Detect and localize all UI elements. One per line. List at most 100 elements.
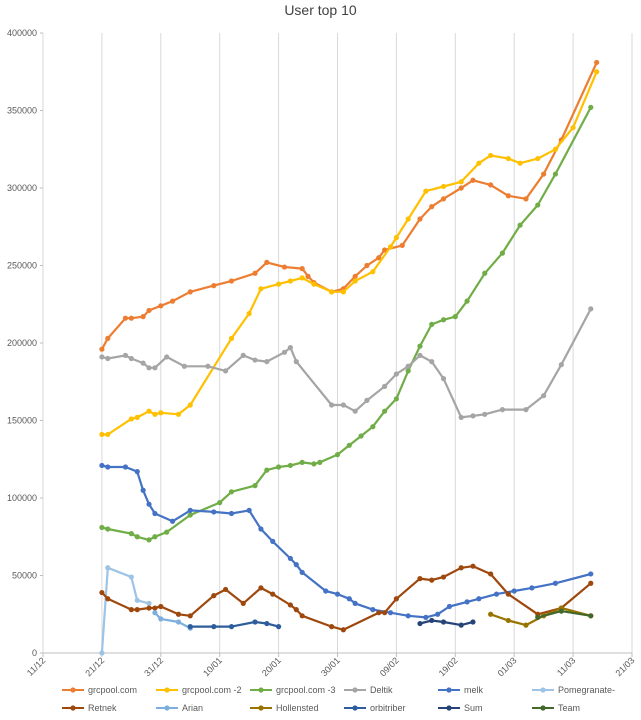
data-point <box>529 585 535 591</box>
data-point <box>334 452 341 458</box>
data-point <box>594 59 600 66</box>
x-tick-label: 01/03 <box>496 655 519 678</box>
legend-label: Deltik <box>370 685 393 695</box>
data-point <box>417 343 423 349</box>
chart-title: User top 10 <box>284 2 357 18</box>
data-point <box>240 600 246 607</box>
data-point <box>405 363 411 369</box>
legend-swatch-marker <box>352 687 358 693</box>
data-point <box>211 283 217 289</box>
data-point <box>435 611 441 617</box>
data-point <box>358 433 364 439</box>
data-point <box>440 183 447 190</box>
data-point <box>505 193 511 199</box>
data-point <box>535 614 541 620</box>
data-point <box>470 619 476 625</box>
data-point <box>205 363 211 369</box>
data-point <box>305 273 311 279</box>
data-point <box>222 368 229 374</box>
legend-label: Arian <box>182 703 203 713</box>
data-point <box>446 603 453 610</box>
data-point <box>393 596 399 602</box>
x-tick-label: 21/12 <box>83 655 106 678</box>
data-point <box>293 359 299 365</box>
legend-item: Sum <box>438 703 483 713</box>
legend-label: Sum <box>464 703 483 713</box>
series-team <box>535 608 594 620</box>
data-point <box>181 363 187 369</box>
data-point <box>152 365 158 371</box>
legend-swatch-marker <box>164 705 170 711</box>
data-point <box>382 383 388 389</box>
data-point <box>352 273 358 279</box>
data-point <box>99 354 105 360</box>
data-point <box>299 569 305 576</box>
data-point <box>287 602 293 608</box>
data-point <box>399 242 405 248</box>
data-point <box>552 146 559 152</box>
data-point <box>458 185 464 191</box>
data-point <box>387 244 394 250</box>
data-point <box>405 216 411 222</box>
y-tick-label: 250000 <box>7 261 37 271</box>
data-point <box>588 104 594 110</box>
data-point <box>552 171 559 177</box>
data-point <box>252 619 258 625</box>
data-point <box>505 591 511 597</box>
data-point <box>128 574 134 580</box>
data-point <box>452 314 458 320</box>
data-point <box>552 580 559 586</box>
data-point <box>387 610 394 616</box>
series-line <box>101 308 592 419</box>
data-point <box>105 464 111 470</box>
legend-label: grcpool.com -2 <box>182 685 242 695</box>
data-point <box>340 402 346 408</box>
data-point <box>258 526 264 532</box>
x-tick-label: 20/01 <box>260 655 283 678</box>
legend-label: Retnek <box>88 703 117 713</box>
data-point <box>376 610 382 616</box>
series-grcpool-com-2 <box>99 69 600 438</box>
data-point <box>440 619 447 625</box>
data-point <box>393 396 399 402</box>
legend-swatch-marker <box>258 687 264 693</box>
series-grcpool-com-3 <box>99 104 594 543</box>
data-point <box>293 562 299 568</box>
data-point <box>317 459 323 465</box>
data-point <box>158 303 164 309</box>
data-point <box>423 188 429 194</box>
data-point <box>458 414 464 420</box>
legend-swatch-marker <box>258 705 264 711</box>
legend-swatch-marker <box>446 687 452 693</box>
data-point <box>175 411 182 417</box>
legend-label: grcpool.com -3 <box>276 685 336 695</box>
data-point <box>211 593 217 599</box>
data-point <box>523 407 529 413</box>
legend-item: melk <box>438 685 484 695</box>
data-point <box>105 355 111 362</box>
y-tick-label: 300000 <box>7 183 37 193</box>
data-point <box>499 407 506 413</box>
legend-item: Pomegranate- <box>532 685 615 695</box>
data-point <box>558 362 564 368</box>
data-point <box>588 571 594 577</box>
y-tick-label: 150000 <box>7 416 37 426</box>
data-point <box>329 402 335 408</box>
legend-item: grcpool.com <box>62 685 137 695</box>
data-point <box>264 259 270 265</box>
data-point <box>423 614 429 620</box>
data-point <box>393 235 399 241</box>
data-point <box>299 613 305 619</box>
data-point <box>164 354 170 360</box>
data-point <box>287 278 293 284</box>
data-point <box>541 393 547 399</box>
data-point <box>594 69 600 75</box>
data-point <box>482 270 488 276</box>
data-point <box>158 603 164 610</box>
data-point <box>511 588 517 594</box>
data-point <box>488 611 494 617</box>
data-point <box>588 306 594 312</box>
legend-swatch-marker <box>352 705 358 711</box>
data-point <box>311 281 317 287</box>
x-tick-label: 11/03 <box>555 655 578 678</box>
